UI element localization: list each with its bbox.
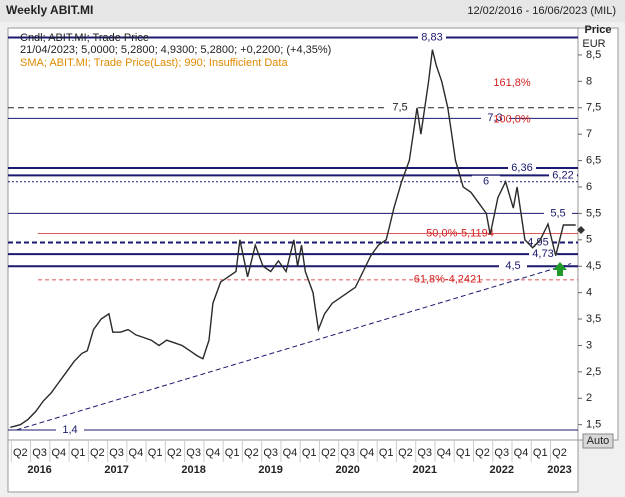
x-tick-label: Q1	[533, 447, 548, 459]
x-tick-label: Q2	[13, 447, 28, 459]
last-marker	[577, 226, 585, 234]
year-label: 2021	[412, 464, 436, 476]
x-tick-label: Q1	[456, 447, 471, 459]
y-axis-area	[577, 27, 619, 441]
x-tick-label: Q1	[71, 447, 86, 459]
level-label: 5,5	[550, 207, 565, 219]
level-label-bg	[472, 175, 500, 187]
year-label: 2023	[547, 464, 571, 476]
auto-button-label[interactable]: Auto	[587, 435, 610, 447]
x-tick-label: Q1	[148, 447, 163, 459]
x-tick-label: Q2	[552, 447, 567, 459]
x-tick-label: Q3	[417, 447, 432, 459]
x-tick-label: Q4	[360, 447, 375, 459]
x-tick-label: Q4	[129, 447, 144, 459]
level-label: 8,83	[421, 31, 442, 43]
level-label-bg	[529, 248, 557, 260]
x-tick-label: Q4	[514, 447, 529, 459]
y-axis-unit: EUR	[582, 38, 605, 50]
x-tick-label: Q4	[437, 447, 452, 459]
level-label-bg	[499, 260, 527, 272]
y-tick-label: 5,5	[586, 207, 601, 219]
level-label-bg	[481, 112, 509, 124]
x-tick-label: Q3	[186, 447, 201, 459]
year-label: 2018	[181, 464, 205, 476]
y-tick-label: 6,5	[586, 154, 601, 166]
price-line	[10, 49, 576, 428]
year-label: 2020	[335, 464, 359, 476]
y-tick-label: 1,5	[586, 419, 601, 431]
y-tick-label: 7	[586, 128, 592, 140]
x-tick-label: Q1	[379, 447, 394, 459]
fib-label: 61,8%-4,2421	[414, 274, 483, 286]
x-tick-label: Q2	[244, 447, 259, 459]
trendline	[16, 263, 572, 431]
x-tick-label: Q4	[283, 447, 298, 459]
y-tick-label: 3,5	[586, 313, 601, 325]
y-tick-label: 7,5	[586, 102, 601, 114]
level-label-bg	[418, 31, 446, 43]
legend-detail: 21/04/2023; 5,0000; 5,2800; 4,9300; 5,28…	[20, 44, 331, 56]
x-tick-label: Q2	[167, 447, 182, 459]
level-label: 1,4	[62, 424, 77, 436]
level-label-bg	[386, 101, 414, 113]
auto-button[interactable]	[582, 433, 614, 449]
x-tick-label: Q3	[263, 447, 278, 459]
level-label-bg	[544, 207, 572, 219]
year-label: 2017	[104, 464, 128, 476]
year-label: 2022	[490, 464, 514, 476]
y-tick-label: 8,5	[586, 49, 601, 61]
date-range: 12/02/2016 - 16/06/2023 (MIL)	[467, 5, 616, 17]
chart-title: Weekly ABIT.MI	[6, 3, 93, 17]
level-label: 4,5	[505, 260, 520, 272]
level-label-bg	[549, 169, 577, 181]
x-tick-label: Q4	[206, 447, 221, 459]
x-tick-label: Q3	[109, 447, 124, 459]
year-label: 2019	[258, 464, 282, 476]
level-label: 6,22	[552, 169, 573, 181]
level-label: 7,5	[392, 102, 407, 114]
signal-arrow	[553, 262, 567, 276]
y-tick-label: 6	[586, 181, 592, 193]
y-axis-label: Price	[585, 24, 612, 36]
x-tick-label: Q3	[494, 447, 509, 459]
x-tick-label: Q1	[302, 447, 317, 459]
legend-entry: Cndl; ABIT.MI; Trade Price	[20, 32, 149, 44]
x-tick-label: Q2	[398, 447, 413, 459]
y-tick-label: 2,5	[586, 366, 601, 378]
fib-label: 161,8%	[493, 77, 531, 89]
x-tick-label: Q1	[225, 447, 240, 459]
fib-label: 100,0%	[493, 113, 531, 125]
plot-area	[7, 27, 579, 441]
level-label: 6	[483, 176, 489, 188]
level-label: 6,36	[511, 162, 532, 174]
level-label-bg	[508, 161, 536, 173]
fib-label: 50,0%-5,1194	[426, 227, 494, 239]
x-tick-label: Q4	[51, 447, 66, 459]
level-label: 7,3	[487, 112, 502, 124]
x-tick-label: Q3	[32, 447, 47, 459]
year-label: 2016	[27, 464, 51, 476]
y-tick-label: 4	[586, 287, 592, 299]
y-tick-label: 3	[586, 339, 592, 351]
title-bar	[0, 0, 625, 22]
y-tick-label: 5	[586, 234, 592, 246]
x-tick-label: Q2	[475, 447, 490, 459]
x-tick-label: Q2	[90, 447, 105, 459]
legend-sma: SMA; ABIT.MI; Trade Price(Last); 990; In…	[20, 57, 288, 69]
y-tick-label: 8	[586, 75, 592, 87]
x-axis-area	[7, 439, 579, 493]
y-tick-label: 2	[586, 392, 592, 404]
x-tick-label: Q3	[340, 447, 355, 459]
x-tick-label: Q2	[321, 447, 336, 459]
y-tick-label: 4,5	[586, 260, 601, 272]
level-label: 4,73	[532, 248, 553, 260]
level-label-bg	[56, 423, 84, 435]
